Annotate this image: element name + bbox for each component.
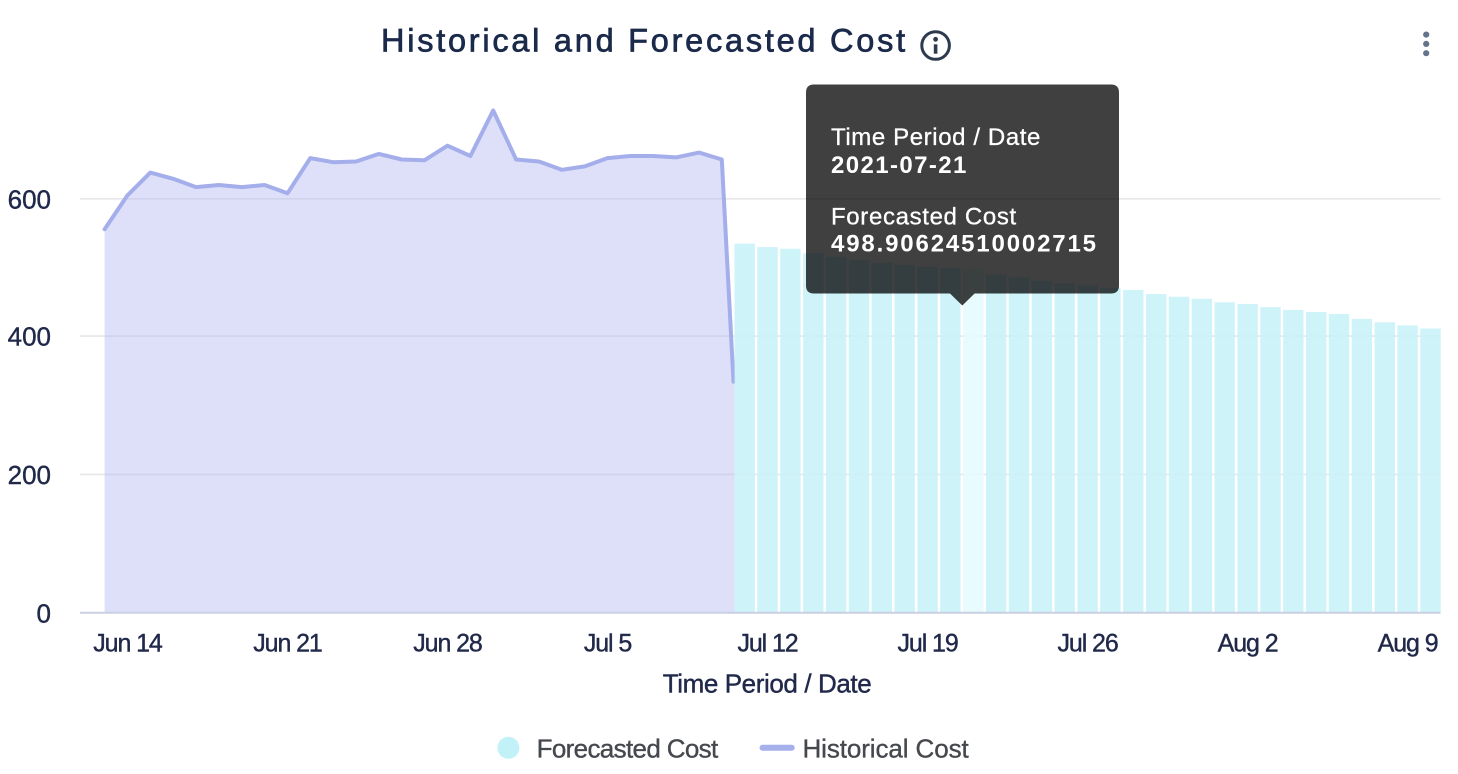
svg-text:Jul 26: Jul 26 [1058, 630, 1118, 658]
svg-text:Historical and Forecasted Cost: Historical and Forecasted Cost [381, 23, 908, 59]
svg-text:Jun 21: Jun 21 [253, 630, 322, 658]
svg-text:Jul 5: Jul 5 [584, 630, 632, 658]
svg-text:Jul 19: Jul 19 [898, 630, 958, 658]
svg-text:Jun 14: Jun 14 [93, 630, 163, 658]
svg-text:Jun 28: Jun 28 [413, 630, 482, 658]
svg-text:400: 400 [8, 322, 51, 352]
svg-text:0: 0 [37, 598, 51, 628]
svg-text:Jul 12: Jul 12 [737, 630, 797, 658]
svg-text:Historical Cost: Historical Cost [803, 734, 970, 764]
svg-text:Aug 9: Aug 9 [1378, 630, 1438, 658]
svg-text:498.90624510002715: 498.90624510002715 [831, 231, 1098, 258]
svg-text:2021-07-21: 2021-07-21 [831, 152, 968, 179]
svg-text:Time Period / Date: Time Period / Date [663, 669, 872, 699]
svg-text:Forecasted Cost: Forecasted Cost [831, 204, 1017, 231]
svg-text:Aug 2: Aug 2 [1218, 630, 1278, 658]
svg-text:200: 200 [8, 460, 51, 490]
svg-text:Forecasted Cost: Forecasted Cost [537, 734, 719, 764]
svg-text:600: 600 [8, 184, 51, 214]
svg-text:Time Period / Date: Time Period / Date [831, 124, 1041, 151]
